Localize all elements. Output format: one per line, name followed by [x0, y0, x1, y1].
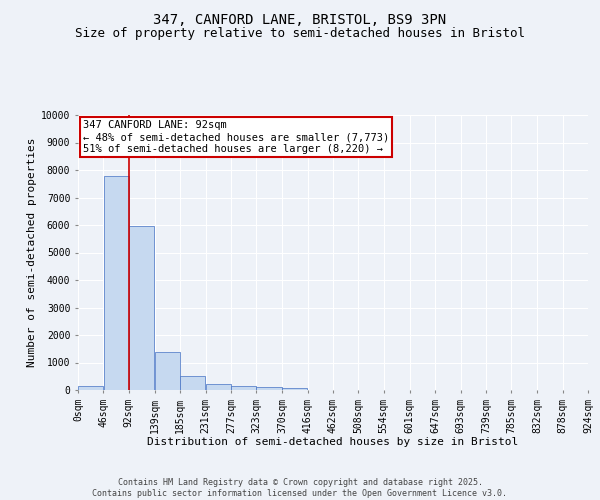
Bar [78, 386, 103, 390]
Bar [283, 388, 307, 390]
Bar [129, 226, 154, 390]
X-axis label: Distribution of semi-detached houses by size in Bristol: Distribution of semi-detached houses by … [148, 437, 518, 447]
Text: 347, CANFORD LANE, BRISTOL, BS9 3PN: 347, CANFORD LANE, BRISTOL, BS9 3PN [154, 12, 446, 26]
Y-axis label: Number of semi-detached properties: Number of semi-detached properties [27, 138, 37, 367]
Text: Size of property relative to semi-detached houses in Bristol: Size of property relative to semi-detach… [75, 28, 525, 40]
Bar [155, 352, 180, 390]
Bar [256, 387, 281, 390]
Bar [104, 176, 128, 390]
Bar [206, 384, 231, 390]
Bar [231, 386, 256, 390]
Text: Contains HM Land Registry data © Crown copyright and database right 2025.
Contai: Contains HM Land Registry data © Crown c… [92, 478, 508, 498]
Bar [180, 376, 205, 390]
Text: 347 CANFORD LANE: 92sqm
← 48% of semi-detached houses are smaller (7,773)
51% of: 347 CANFORD LANE: 92sqm ← 48% of semi-de… [83, 120, 389, 154]
